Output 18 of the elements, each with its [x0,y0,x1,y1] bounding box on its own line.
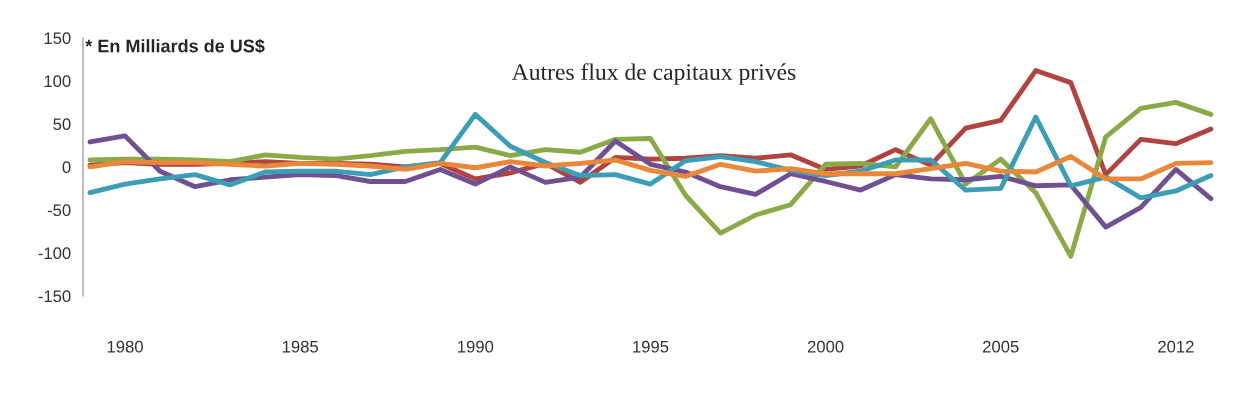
x-tick-label: 2012 [1158,340,1194,353]
y-tick-label: -50 [47,204,71,217]
annotation: * En Milliards de US$ [85,38,265,54]
y-tick-label: 150 [44,32,71,45]
text: Autres flux de capitaux privés [511,63,796,85]
x-tick-label: 1980 [107,340,143,353]
x-tick-label: 1995 [633,340,669,353]
y-tick-label: 0 [62,161,71,174]
y-tick-label: -150 [38,290,71,303]
y-tick-label: -100 [38,247,71,260]
y-tick-label: 100 [44,75,71,88]
x-tick-label: 2000 [807,340,844,353]
line-series [87,133,1214,230]
x-tick-label: 1990 [458,340,494,353]
x-tick-label: 2005 [983,340,1019,353]
line-series [87,154,1214,182]
x-tick-label: 1985 [282,340,319,353]
y-tick-label: 50 [53,118,71,131]
